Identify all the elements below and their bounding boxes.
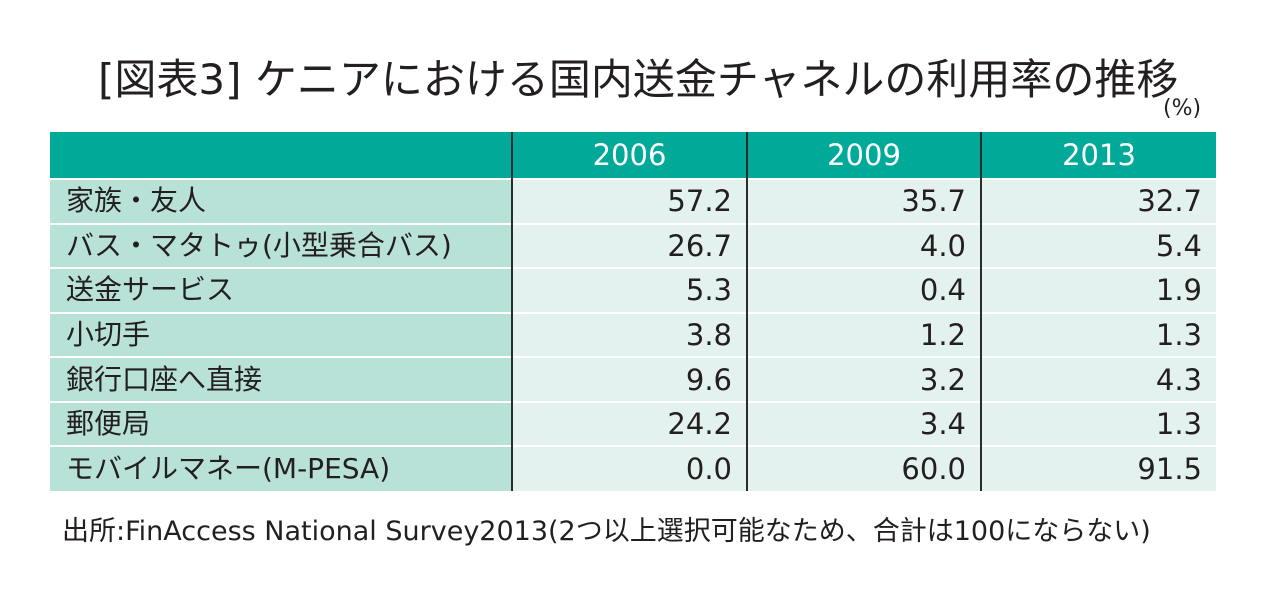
table-cell: 1.2 <box>746 311 981 358</box>
row-label: 銀行口座へ直接 <box>50 356 512 402</box>
table-row: バス・マタトゥ(小型乗合バス) 26.7 4.0 5.4 <box>50 222 1216 269</box>
table-cell: 24.2 <box>511 400 747 447</box>
table-row: 郵便局 24.2 3.4 1.3 <box>50 400 1216 447</box>
table-cell: 5.3 <box>511 267 747 313</box>
table-cell: 57.2 <box>511 178 747 224</box>
table-cell: 3.4 <box>746 400 981 447</box>
column-header-2013: 2013 <box>980 132 1216 179</box>
table-cell: 1.3 <box>980 400 1216 447</box>
table-row: 銀行口座へ直接 9.6 3.2 4.3 <box>50 356 1216 402</box>
column-header-2009: 2009 <box>746 132 981 179</box>
row-label: 郵便局 <box>50 400 512 447</box>
column-header-2006: 2006 <box>511 132 747 179</box>
table-cell: 0.4 <box>746 267 981 313</box>
header-row: 2006 2009 2013 <box>50 132 1216 179</box>
row-label: バス・マタトゥ(小型乗合バス) <box>50 222 512 269</box>
table-cell: 60.0 <box>746 445 981 491</box>
row-label: 送金サービス <box>50 267 512 313</box>
table-cell: 3.8 <box>511 311 747 358</box>
table-cell: 0.0 <box>511 445 747 491</box>
table-row: 家族・友人 57.2 35.7 32.7 <box>50 178 1216 224</box>
header-corner-cell <box>50 132 512 179</box>
table-cell: 5.4 <box>980 222 1216 269</box>
row-label: モバイルマネー(M-PESA) <box>50 445 512 491</box>
table-cell: 3.2 <box>746 356 981 402</box>
row-label: 家族・友人 <box>50 178 512 224</box>
data-table: 2006 2009 2013 家族・友人 57.2 35.7 32.7 バス・マ… <box>50 132 1216 491</box>
table-row: モバイルマネー(M-PESA) 0.0 60.0 91.5 <box>50 445 1216 491</box>
chart-title: [図表3] ケニアにおける国内送金チャネルの利用率の推移 <box>98 55 1179 104</box>
table-cell: 9.6 <box>511 356 747 402</box>
row-label: 小切手 <box>50 311 512 358</box>
table-cell: 91.5 <box>980 445 1216 491</box>
table-row: 送金サービス 5.3 0.4 1.9 <box>50 267 1216 313</box>
table-row: 小切手 3.8 1.2 1.3 <box>50 311 1216 358</box>
table-cell: 1.3 <box>980 311 1216 358</box>
table-cell: 26.7 <box>511 222 747 269</box>
table-cell: 4.3 <box>980 356 1216 402</box>
table-cell: 32.7 <box>980 178 1216 224</box>
source-note: 出所:FinAccess National Survey2013(2つ以上選択可… <box>62 516 1151 547</box>
table-cell: 4.0 <box>746 222 981 269</box>
table-cell: 35.7 <box>746 178 981 224</box>
unit-label: (%) <box>1163 96 1202 121</box>
table-cell: 1.9 <box>980 267 1216 313</box>
